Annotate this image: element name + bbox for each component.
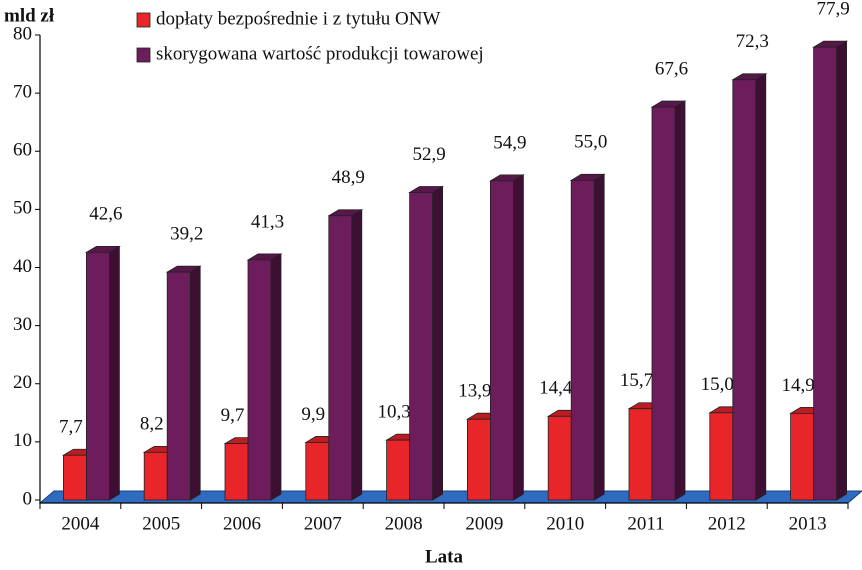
x-tick-label: 2005: [142, 513, 180, 534]
bar: [570, 179, 595, 501]
y-tick-label: 20: [13, 372, 32, 393]
y-tick-label: 80: [13, 23, 32, 44]
value-label: 48,9: [332, 167, 365, 188]
value-label: 14,4: [539, 378, 573, 399]
y-tick-label: 40: [13, 256, 32, 277]
x-tick-label: 2006: [223, 513, 261, 534]
value-label: 13,9: [458, 381, 491, 402]
x-tick-label: 2007: [304, 513, 342, 534]
bar: [386, 439, 411, 501]
y-tick-label: 50: [13, 198, 32, 219]
legend-label: skorygowana wartość produkcji towarowej: [156, 43, 484, 64]
x-tick-label: 2008: [385, 513, 423, 534]
legend-label: dopłaty bezpośrednie i z tytułu ONW: [156, 8, 440, 29]
bar: [328, 215, 353, 501]
y-tick-label: 60: [13, 140, 32, 161]
value-label: 39,2: [170, 224, 203, 245]
bar: [709, 412, 734, 501]
value-label: 10,3: [377, 401, 410, 422]
value-label: 7,7: [59, 417, 83, 438]
bar: [305, 442, 330, 501]
bar: [651, 106, 676, 501]
bar-side: [270, 253, 282, 501]
bar: [86, 251, 110, 501]
bar: [466, 418, 491, 501]
y-tick-label: 10: [13, 430, 32, 451]
bar-side: [513, 174, 524, 501]
x-tick-label: 2009: [465, 513, 503, 534]
bar: [166, 271, 191, 501]
y-tick-label: 30: [13, 314, 32, 335]
bar: [813, 46, 837, 501]
bar: [409, 192, 434, 501]
bar: [224, 443, 249, 501]
value-label: 42,6: [89, 204, 122, 225]
x-tick-label: 2004: [61, 513, 100, 534]
bar: [247, 259, 272, 501]
legend-swatch: [136, 47, 151, 63]
value-label: 55,0: [574, 132, 607, 153]
x-axis-title: Lata: [425, 546, 464, 567]
value-label: 9,7: [221, 405, 245, 426]
bar-side: [755, 73, 767, 501]
value-label: 14,9: [781, 375, 814, 396]
value-label: 15,0: [701, 374, 734, 395]
value-label: 77,9: [816, 0, 849, 20]
bar: [63, 454, 87, 501]
x-tick-label: 2010: [546, 513, 584, 534]
x-tick-label: 2012: [708, 513, 746, 534]
legend-swatch: [136, 12, 151, 28]
x-tick-label: 2013: [789, 513, 827, 534]
y-tick-label: 70: [13, 81, 32, 102]
bar-side: [593, 173, 605, 501]
value-label: 67,6: [655, 58, 688, 79]
y-axis-title: mld zł: [4, 5, 55, 26]
bar-side: [432, 185, 444, 501]
bar-side: [674, 100, 686, 501]
value-label: 9,9: [301, 404, 325, 425]
value-label: 54,9: [493, 132, 526, 153]
y-tick-label: 0: [23, 488, 33, 509]
value-label: 52,9: [412, 144, 445, 165]
bar-side: [351, 209, 363, 501]
bar: [547, 415, 572, 501]
bar: [489, 180, 514, 501]
value-label: 72,3: [736, 31, 769, 52]
x-tick-label: 2011: [627, 513, 664, 534]
value-label: 15,7: [620, 370, 653, 391]
bar: [732, 79, 757, 501]
value-label: 41,3: [251, 211, 284, 232]
bar-side: [109, 245, 120, 501]
bar: [628, 408, 653, 501]
value-label: 8,2: [140, 414, 164, 435]
bar-side: [189, 265, 201, 501]
bar-side: [836, 40, 847, 501]
bar: [790, 412, 814, 501]
bar: [143, 451, 168, 501]
